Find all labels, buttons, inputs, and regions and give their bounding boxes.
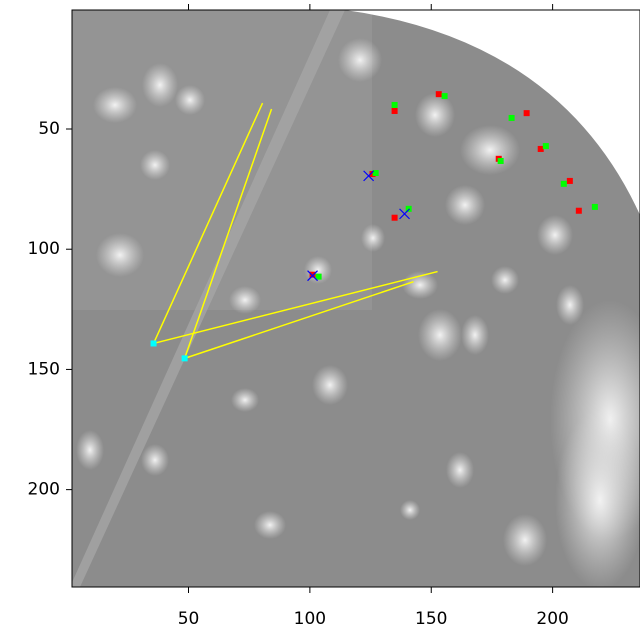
point-marker [369, 170, 376, 177]
x-tick-label: 150 [415, 609, 447, 629]
point-marker [391, 101, 398, 108]
overlay [150, 91, 598, 362]
point-marker [523, 110, 530, 117]
x-tick-label: 100 [294, 609, 326, 629]
image-blank [345, 10, 640, 215]
point-marker [405, 205, 412, 212]
point-marker [566, 177, 573, 184]
point-marker [575, 207, 582, 214]
point-marker [537, 145, 544, 152]
point-marker [497, 157, 504, 164]
y-tick-label: 50 [38, 119, 60, 139]
point-marker [542, 143, 549, 150]
image-blobs [76, 38, 640, 587]
point-marker [181, 355, 188, 362]
point-marker [435, 91, 442, 98]
cross-marker [307, 270, 318, 282]
y-tick-label: 150 [28, 359, 60, 379]
point-marker [150, 340, 157, 347]
y-tick-label: 100 [28, 239, 60, 259]
point-marker [391, 214, 398, 221]
point-marker [560, 180, 567, 187]
point-marker [309, 271, 316, 278]
point-marker [372, 170, 379, 177]
plot-frame [71, 9, 640, 588]
image [72, 10, 640, 587]
point-marker [591, 203, 598, 210]
cross-marker [399, 208, 410, 220]
x-tick-label: 200 [536, 609, 568, 629]
image-stripe [72, 10, 345, 587]
cross-marker [363, 170, 375, 182]
point-marker [441, 93, 448, 100]
line [152, 102, 438, 360]
point-marker [315, 273, 322, 280]
point-marker [391, 107, 398, 114]
point-marker [508, 114, 515, 121]
x-tick-label: 50 [178, 609, 200, 629]
y-tick-label: 200 [28, 480, 60, 500]
